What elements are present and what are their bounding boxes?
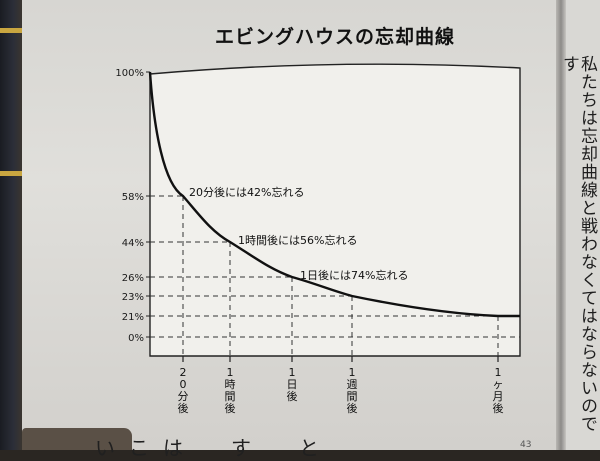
page-number: 43 — [520, 440, 532, 450]
x-tick-label: 1 週間後 — [347, 366, 358, 415]
x-tick-label: 1 時間後 — [225, 366, 236, 415]
y-tick-label: 44% — [122, 238, 144, 249]
x-tick-label: 1 日後 — [287, 366, 298, 403]
gold-ribbon-top — [0, 28, 22, 33]
y-tick-label: 0% — [128, 333, 144, 344]
annotation-label: 20分後には42%忘れる — [189, 185, 304, 199]
x-tick-label: 1 ヶ月後 — [493, 366, 504, 415]
x-tick-label: 2 0 分後 — [178, 366, 189, 415]
y-tick-label: 23% — [122, 292, 144, 303]
book-cover-edge — [0, 0, 22, 450]
book-page-right — [566, 0, 600, 450]
annotation-label: 1時間後には56%忘れる — [238, 233, 357, 247]
bottom-page-text: いこは す と — [95, 436, 333, 460]
y-tick-label: 21% — [122, 312, 144, 323]
annotation-label: 1日後には74%忘れる — [300, 268, 408, 282]
forgetting-curve-line — [148, 71, 520, 318]
y-tick-label: 100% — [115, 68, 144, 79]
right-page-text: 私たちは忘却曲線と戦わなくてはならないのです — [559, 55, 597, 433]
plot-frame — [149, 63, 521, 357]
foreground-object — [22, 428, 132, 450]
gold-ribbon-bottom — [0, 171, 22, 176]
y-tick-label: 58% — [122, 192, 144, 203]
y-tick-label: 26% — [122, 273, 144, 284]
book-gutter — [556, 0, 566, 450]
chart-title: エビングハウスの忘却曲線 — [214, 26, 455, 48]
forgetting-curve-chart: 100% 58% 44% 26% 23% 21% 0% 20分後には42%忘れる 1時間後には5… — [115, 63, 521, 415]
